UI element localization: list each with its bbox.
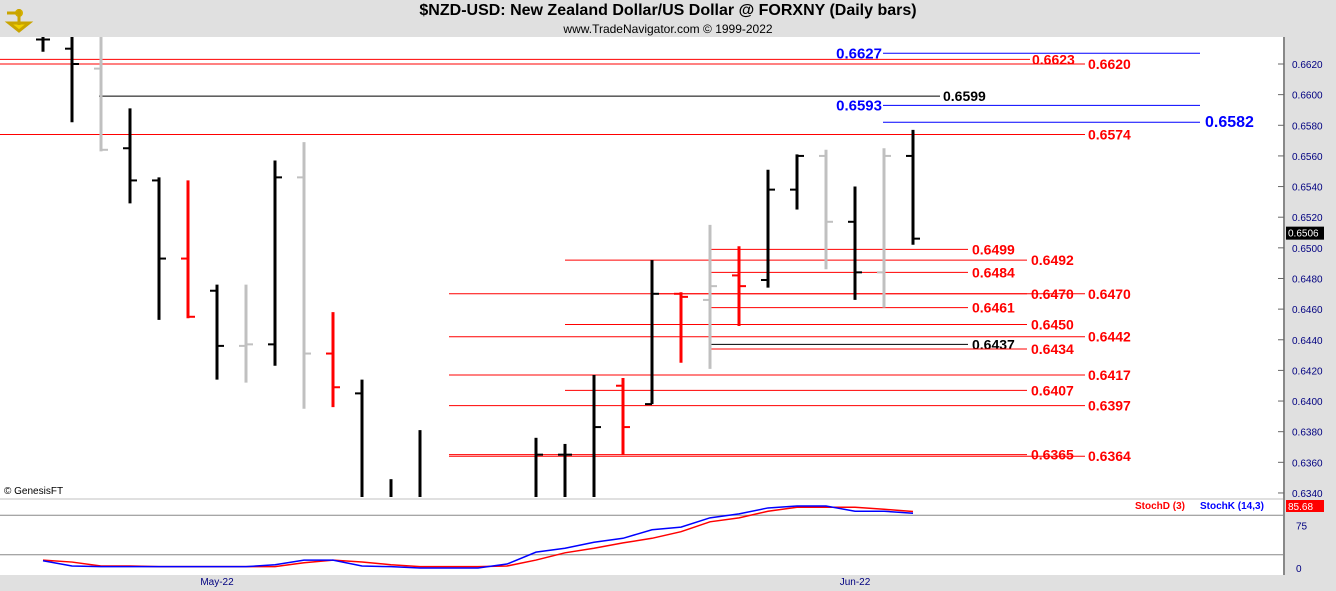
y-tick-label: 0.6620 [1292, 60, 1323, 71]
chart-subtitle: www.TradeNavigator.com © 1999-2022 [563, 22, 773, 36]
y-tick-label: 0.6420 [1292, 366, 1323, 377]
chart-header: $NZD-USD: New Zealand Dollar/US Dollar @… [0, 0, 1336, 37]
sextant-logo-icon [4, 9, 34, 33]
y-tick-label: 0.6520 [1292, 213, 1323, 224]
level-label: 0.6492 [1031, 252, 1074, 268]
y-tick-label: 0.6600 [1292, 91, 1323, 102]
level-label: 0.6450 [1031, 316, 1074, 332]
level-label: 0.6434 [1031, 341, 1074, 357]
stoch-layer: 75 0 StochD (3) StochK (14,3) 85.68 [0, 500, 1324, 575]
levels-layer: 0.6627 0.6623 0.6620 0.6599 0.6593 0.6582 0.65… [0, 45, 1254, 464]
y-tick-label: 0.6400 [1292, 397, 1323, 408]
stoch-tick-label: 75 [1296, 522, 1308, 533]
y-tick-label: 0.6360 [1292, 458, 1323, 469]
legend-stochd: StochD (3) [1135, 501, 1185, 512]
level-label: 0.6364 [1088, 448, 1131, 464]
level-label: 0.6627 [836, 45, 882, 62]
axis-layer: 0.6620 0.6600 0.6580 0.6560 0.6540 0.6520 0.65… [200, 60, 1324, 588]
level-label: 0.6593 [836, 97, 882, 114]
y-tick-label: 0.6540 [1292, 183, 1323, 194]
level-label: 0.6365 [1031, 447, 1074, 463]
y-tick-label: 0.6340 [1292, 489, 1323, 500]
stoch-plot-area [0, 500, 1283, 575]
stoch-tick-label: 0 [1296, 564, 1302, 575]
y-tick-label: 0.6580 [1292, 121, 1323, 132]
y-tick-label: 0.6500 [1292, 244, 1323, 255]
level-label: 0.6599 [943, 88, 986, 104]
level-label: 0.6417 [1088, 367, 1131, 383]
level-label: 0.6437 [972, 336, 1015, 352]
y-tick-label: 0.6480 [1292, 274, 1323, 285]
level-label: 0.6623 [1032, 51, 1075, 67]
level-label: 0.6407 [1031, 382, 1074, 398]
copyright-text: © GenesisFT [4, 486, 63, 497]
level-label: 0.6574 [1088, 126, 1131, 142]
bars-layer [36, 37, 920, 497]
level-label: 0.6620 [1088, 56, 1131, 72]
y-tick-label: 0.6440 [1292, 336, 1323, 347]
level-label: 0.6582 [1205, 114, 1254, 131]
y-tick-label: 0.6560 [1292, 152, 1323, 163]
x-tick-label: May-22 [200, 577, 234, 588]
y-tick-label: 0.6460 [1292, 305, 1323, 316]
legend-stochk: StochK (14,3) [1200, 501, 1264, 512]
chart-title: $NZD-USD: New Zealand Dollar/US Dollar @… [419, 2, 917, 19]
stoch-series-line [42, 505, 914, 569]
level-label: 0.6442 [1088, 329, 1131, 345]
price-plot-area [0, 37, 1283, 498]
level-label: 0.6484 [972, 264, 1015, 280]
y-tick-label: 0.6380 [1292, 428, 1323, 439]
last-price-label: 0.6506 [1288, 229, 1319, 240]
x-tick-label: Jun-22 [840, 577, 871, 588]
level-label: 0.6461 [972, 300, 1015, 316]
level-label: 0.6397 [1088, 398, 1131, 414]
level-label: 0.6470 [1088, 286, 1131, 302]
stoch-last-badge [1286, 500, 1324, 512]
level-label: 0.6499 [972, 241, 1015, 257]
stoch-last-label: 85.68 [1288, 502, 1313, 513]
last-price-badge [1286, 226, 1324, 240]
